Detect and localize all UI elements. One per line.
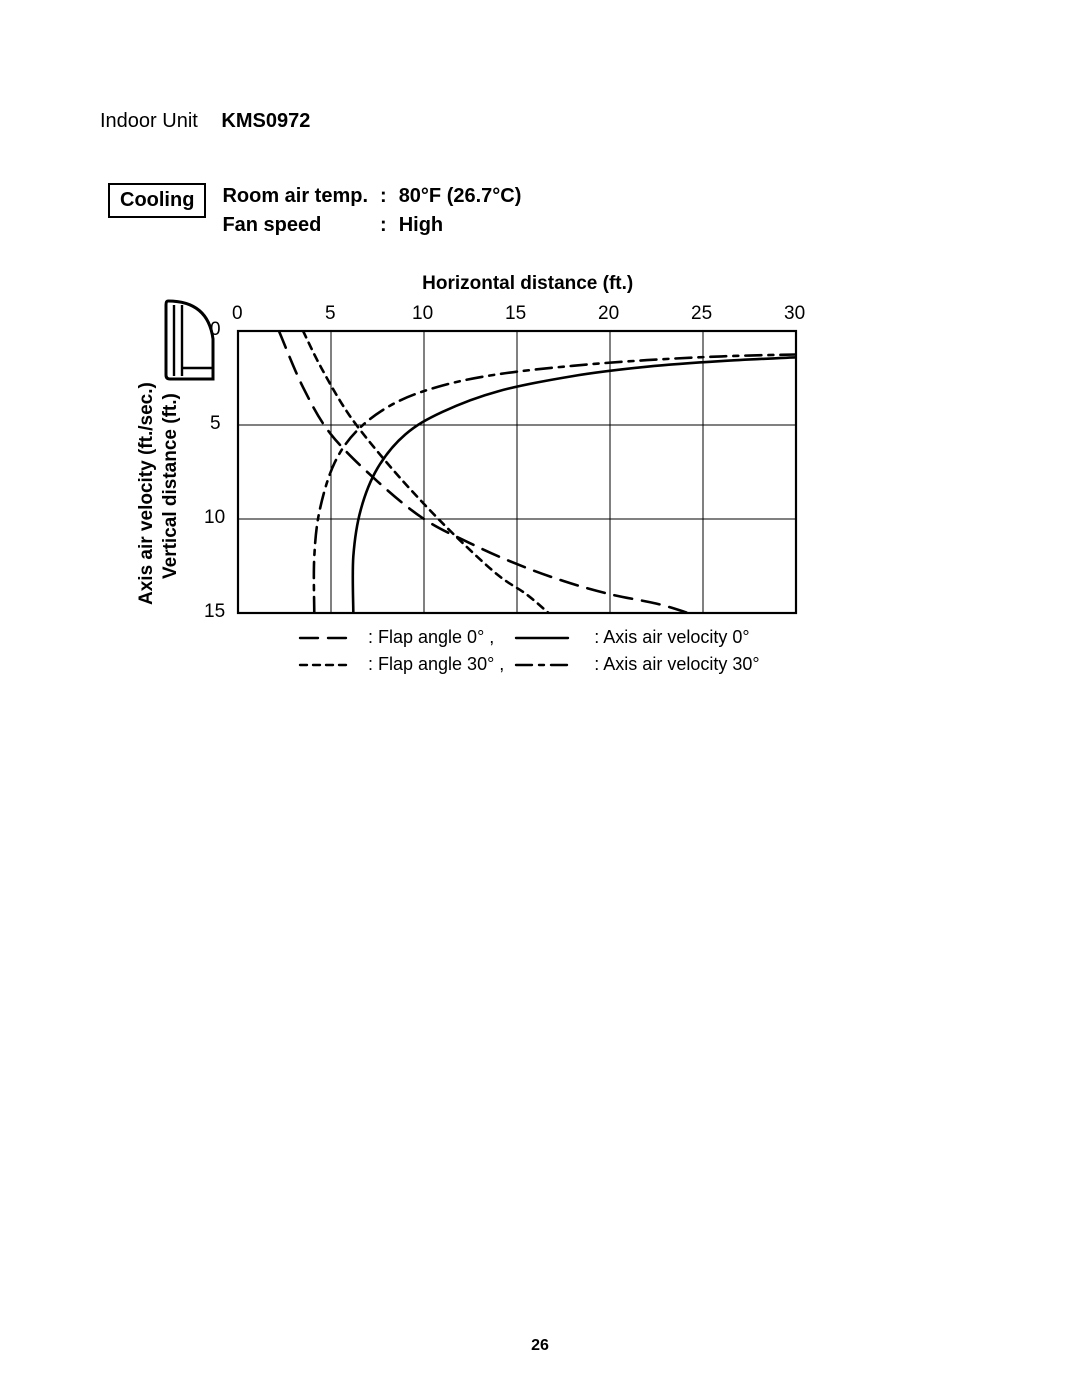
legend: : Flap angle 0° , : Axis air velocity 0°:… <box>298 627 760 675</box>
legend-sample-flap30 <box>298 655 354 675</box>
legend-label-flap30: : Flap angle 30° , <box>368 654 504 675</box>
page-number: 26 <box>0 1337 1080 1355</box>
x-tick-20: 20 <box>598 303 619 325</box>
series-flap0 <box>279 331 688 613</box>
series-vel0 <box>353 357 796 613</box>
y-tick-15: 15 <box>204 601 225 623</box>
y-tick-10: 10 <box>204 507 225 529</box>
series-vel30 <box>314 355 796 614</box>
series-group <box>279 331 796 613</box>
mode-box: Cooling <box>108 183 206 218</box>
unit-icon <box>166 301 213 379</box>
fan-speed-value: High <box>399 214 528 241</box>
x-axis-title: Horizontal distance (ft.) <box>422 273 633 295</box>
legend-label-vel0: : Axis air velocity 0° <box>594 627 759 648</box>
room-temp-value: 80°F (26.7°C) <box>399 185 528 212</box>
y-axis-title-1: Axis air velocity (ft./sec.) <box>136 382 158 605</box>
y-axis-title-2: Vertical distance (ft.) <box>160 393 182 579</box>
legend-label-flap0: : Flap angle 0° , <box>368 627 504 648</box>
header-line: Indoor Unit KMS0972 <box>100 110 990 133</box>
info-row: Cooling Room air temp. : 80°F (26.7°C) F… <box>108 183 990 243</box>
colon: : <box>376 214 397 241</box>
page: Indoor Unit KMS0972 Cooling Room air tem… <box>0 0 1080 1397</box>
x-tick-0: 0 <box>232 303 243 325</box>
x-tick-15: 15 <box>505 303 526 325</box>
y-tick-0: 0 <box>210 319 221 341</box>
legend-sample-vel0 <box>514 628 570 648</box>
x-tick-10: 10 <box>412 303 433 325</box>
legend-sample-flap0 <box>298 628 354 648</box>
fan-speed-label: Fan speed <box>222 214 374 241</box>
unit-label: Indoor Unit <box>100 110 198 132</box>
legend-sample-vel30 <box>514 655 570 675</box>
legend-label-vel30: : Axis air velocity 30° <box>594 654 759 675</box>
model-number: KMS0972 <box>221 110 310 132</box>
x-tick-5: 5 <box>325 303 336 325</box>
x-tick-30: 30 <box>784 303 805 325</box>
room-temp-label: Room air temp. <box>222 185 374 212</box>
conditions-table: Room air temp. : 80°F (26.7°C) Fan speed… <box>220 183 529 243</box>
colon: : <box>376 185 397 212</box>
grid <box>238 331 796 613</box>
x-tick-25: 25 <box>691 303 712 325</box>
chart: Horizontal distance (ft.) Axis air veloci… <box>108 261 868 731</box>
y-tick-5: 5 <box>210 413 221 435</box>
